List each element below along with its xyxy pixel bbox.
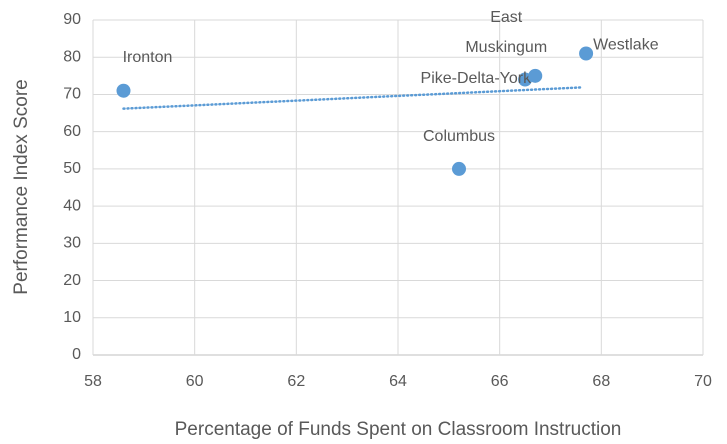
y-tick-label: 60 bbox=[63, 123, 81, 140]
y-tick-label: 10 bbox=[63, 309, 81, 326]
x-tick-label: 62 bbox=[287, 373, 305, 390]
point bbox=[116, 83, 131, 98]
x-tick-label: 60 bbox=[186, 373, 204, 390]
trendline bbox=[122, 86, 583, 110]
y-tick-label: 40 bbox=[63, 197, 81, 214]
y-tick-label: 90 bbox=[63, 11, 81, 28]
x-tick-label: 68 bbox=[592, 373, 610, 390]
y-tick-label: 50 bbox=[63, 160, 81, 177]
y-tick-label: 20 bbox=[63, 272, 81, 289]
y-tick-label: 70 bbox=[63, 86, 81, 103]
data-label: Ironton bbox=[123, 49, 173, 66]
data-label: Westlake bbox=[593, 37, 659, 54]
y-tick-label: 0 bbox=[72, 346, 81, 363]
y-tick-label: 80 bbox=[63, 48, 81, 65]
data-label: Muskingum bbox=[465, 39, 547, 56]
x-tick-label: 66 bbox=[491, 373, 509, 390]
point bbox=[528, 68, 543, 83]
x-tick-label: 70 bbox=[694, 373, 712, 390]
data-label: Columbus bbox=[423, 128, 495, 145]
data-label: East bbox=[490, 9, 523, 26]
y-tick-label: 30 bbox=[63, 235, 81, 252]
x-tick-label: 58 bbox=[84, 373, 102, 390]
point bbox=[452, 161, 466, 176]
x-axis-title: Percentage of Funds Spent on Classroom I… bbox=[175, 419, 622, 440]
x-tick-label: 64 bbox=[389, 373, 407, 390]
y-axis-title: Performance Index Score bbox=[11, 79, 32, 294]
point bbox=[579, 46, 594, 61]
data-label: Pike-Delta-York bbox=[421, 70, 533, 87]
